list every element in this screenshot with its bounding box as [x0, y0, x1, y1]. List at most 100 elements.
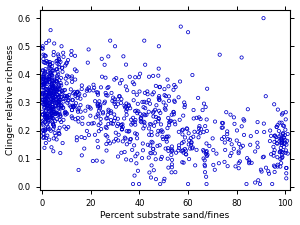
- Point: [55, 67, 59, 71]
- Point: [42, 135, 46, 139]
- Point: [131, 116, 136, 120]
- Point: [64, 94, 69, 98]
- Point: [53, 86, 58, 89]
- Point: [201, 157, 206, 160]
- Point: [55, 112, 60, 115]
- Point: [51, 127, 56, 131]
- Point: [75, 90, 80, 93]
- Point: [127, 104, 131, 108]
- Point: [73, 78, 78, 81]
- Point: [127, 75, 132, 79]
- Point: [280, 141, 284, 145]
- Point: [41, 69, 46, 72]
- Point: [245, 156, 250, 160]
- Point: [166, 116, 171, 120]
- Point: [77, 92, 82, 96]
- Point: [177, 118, 182, 122]
- Point: [157, 94, 161, 98]
- Point: [132, 120, 137, 124]
- Point: [150, 141, 155, 144]
- Point: [282, 124, 286, 128]
- Point: [147, 133, 152, 137]
- Point: [139, 116, 144, 120]
- Point: [172, 99, 177, 103]
- Point: [82, 93, 87, 97]
- Point: [167, 99, 171, 103]
- Point: [106, 55, 111, 58]
- Point: [48, 85, 53, 89]
- Point: [69, 53, 74, 57]
- Point: [132, 144, 136, 147]
- Point: [65, 101, 70, 104]
- Point: [97, 109, 101, 112]
- Point: [40, 120, 45, 123]
- Point: [44, 97, 49, 100]
- Point: [83, 109, 88, 112]
- Point: [74, 69, 79, 73]
- Point: [40, 92, 45, 96]
- Point: [261, 16, 266, 20]
- Point: [104, 93, 109, 97]
- Point: [110, 122, 115, 126]
- Point: [278, 165, 283, 168]
- Point: [158, 85, 162, 89]
- Point: [120, 125, 125, 129]
- Point: [48, 77, 52, 81]
- Point: [153, 108, 158, 112]
- Point: [60, 141, 65, 145]
- Point: [52, 110, 56, 114]
- Point: [49, 106, 53, 110]
- Point: [50, 61, 55, 65]
- Point: [74, 139, 79, 142]
- Point: [45, 104, 50, 108]
- Point: [184, 127, 189, 130]
- Point: [132, 174, 137, 177]
- Point: [275, 142, 280, 145]
- Point: [274, 125, 279, 129]
- Point: [54, 138, 59, 141]
- Point: [272, 164, 276, 167]
- Point: [196, 130, 200, 134]
- Point: [129, 158, 134, 162]
- Point: [159, 123, 164, 126]
- Point: [55, 99, 60, 103]
- Point: [61, 118, 66, 122]
- Point: [192, 130, 197, 134]
- Point: [48, 28, 53, 32]
- Point: [131, 99, 136, 102]
- Point: [41, 77, 46, 81]
- Point: [40, 46, 44, 50]
- Point: [65, 99, 70, 102]
- Point: [162, 87, 167, 91]
- Point: [169, 171, 174, 174]
- Point: [47, 91, 52, 94]
- Point: [46, 125, 51, 129]
- Point: [104, 117, 109, 120]
- Point: [129, 123, 134, 126]
- Point: [57, 110, 62, 114]
- Point: [56, 103, 61, 106]
- Point: [201, 150, 206, 153]
- Point: [119, 101, 124, 105]
- Point: [58, 87, 62, 91]
- Point: [53, 87, 58, 91]
- Point: [134, 109, 139, 112]
- Point: [255, 141, 260, 144]
- Point: [254, 130, 259, 134]
- Point: [280, 139, 284, 142]
- Point: [109, 91, 114, 95]
- Point: [283, 138, 288, 142]
- Point: [50, 107, 55, 111]
- Point: [165, 126, 170, 130]
- Point: [50, 83, 55, 87]
- Point: [95, 93, 100, 97]
- Point: [156, 74, 161, 77]
- Point: [44, 110, 48, 113]
- Point: [45, 104, 50, 108]
- Point: [105, 94, 110, 97]
- Point: [193, 164, 198, 167]
- Point: [163, 147, 168, 150]
- Point: [57, 84, 62, 87]
- Point: [44, 100, 49, 104]
- Point: [283, 118, 288, 121]
